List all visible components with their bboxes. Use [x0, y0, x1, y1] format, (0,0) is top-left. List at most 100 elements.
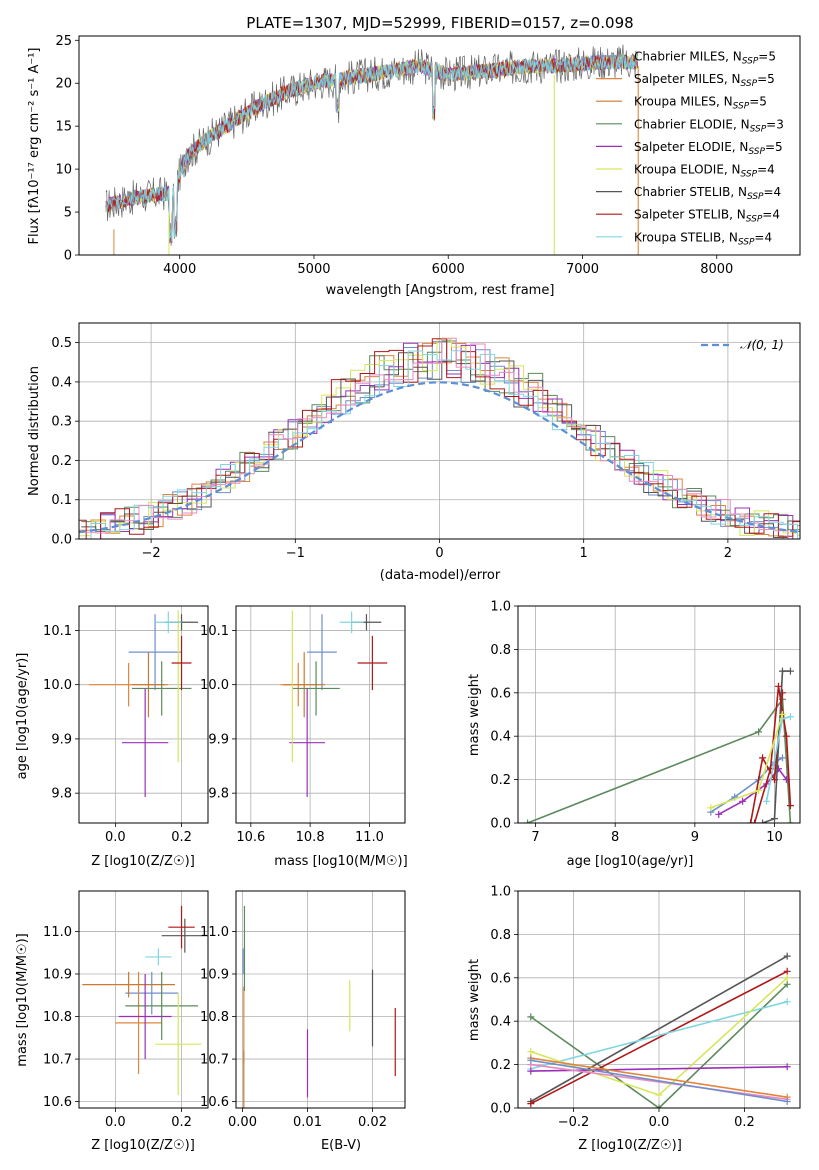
y-tick-label: 0.4	[490, 730, 511, 745]
weight-line	[530, 983, 788, 1108]
y-tick-label: 0	[64, 249, 72, 264]
legend-label: Chabrier MILES, NSSP=5	[634, 50, 776, 67]
weight-marker	[783, 967, 791, 975]
weight-series-2	[527, 967, 791, 1108]
weight-series-6	[527, 1061, 791, 1103]
y-tick-label: 0.0	[490, 1102, 511, 1117]
x-tick-label: 8000	[700, 262, 733, 277]
weight-line	[530, 1000, 788, 1070]
weight-series-4	[759, 667, 794, 823]
weight-marker	[778, 667, 786, 675]
y-tick-label: 0.5	[51, 336, 72, 351]
x-tick-label: 0.2	[171, 1115, 192, 1130]
x-tick-label: 0	[435, 546, 443, 561]
spectrum-line	[105, 54, 638, 238]
weight-series-8	[527, 1056, 791, 1105]
x-tick-label: 0.2	[171, 830, 192, 845]
legend-label: Kroupa STELIB, NSSP=4	[634, 230, 772, 247]
weight-marker	[783, 974, 791, 982]
residuals-xlabel: (data-model)/error	[380, 568, 501, 583]
weight-marker	[782, 732, 790, 740]
spectrum-line	[105, 53, 638, 242]
weight-frame-4	[517, 605, 801, 824]
weight-marker	[655, 1091, 663, 1099]
errorbar-group-3	[280, 610, 388, 797]
y-tick-label: 10.9	[200, 967, 229, 982]
weight-marker	[707, 804, 715, 812]
weight-marker	[524, 819, 532, 823]
spectrum-series-2	[105, 54, 638, 244]
spectrum-series-3	[105, 54, 638, 242]
age-Z-xlabel: Z [log10(Z/Z☉)]	[91, 854, 195, 869]
y-tick-label: 0.4	[490, 1015, 511, 1030]
weight-line	[762, 670, 791, 823]
y-tick-label: 9.9	[51, 732, 72, 747]
residual-histogram-6	[79, 338, 800, 539]
weight-marker	[786, 667, 794, 675]
errorbar-frame-5	[78, 890, 209, 1109]
weight-line	[753, 686, 792, 823]
legend-label: Kroupa ELODIE, NSSP=4	[634, 163, 775, 180]
weight-series-0	[527, 980, 791, 1108]
weight-marker	[783, 1063, 791, 1071]
x-tick-label: 7	[531, 830, 539, 845]
weight-marker	[527, 1056, 535, 1064]
weight-series-5	[751, 682, 794, 823]
y-tick-label: 0.6	[490, 971, 511, 986]
legend-label: 𝒩(0, 1)	[740, 338, 784, 352]
x-tick-label: 9	[691, 830, 699, 845]
weight-series-0	[524, 695, 794, 823]
errorbar-group-2	[88, 610, 199, 797]
weight-marker	[783, 980, 791, 988]
y-tick-label: 0.2	[51, 454, 72, 469]
y-tick-label: 9.8	[51, 787, 72, 802]
y-tick-label: 0.3	[51, 415, 72, 430]
weight-marker	[774, 682, 782, 690]
weight-line	[530, 1063, 788, 1101]
weight-marker	[783, 952, 791, 960]
y-tick-label: 10.1	[43, 624, 72, 639]
y-tick-label: 10.9	[43, 967, 72, 982]
y-tick-label: 10.7	[200, 1053, 229, 1068]
weight-marker	[655, 1104, 663, 1108]
spectrum-series-1	[105, 53, 638, 239]
x-tick-label: 0.2	[734, 1115, 755, 1130]
residual-histogram-5	[81, 352, 800, 538]
spectrum-series-7	[105, 53, 638, 237]
weight-series-7	[707, 711, 786, 812]
weight-line	[530, 1057, 788, 1098]
spectrum-line	[105, 54, 638, 244]
x-tick-label: 0.00	[228, 1115, 257, 1130]
y-tick-label: 0.0	[490, 817, 511, 832]
weight-marker	[759, 754, 767, 762]
weight-marker	[786, 802, 794, 810]
y-tick-label: 1.0	[490, 885, 511, 900]
x-tick-label: −0.2	[558, 1115, 590, 1130]
histogram-steps	[79, 339, 800, 537]
y-tick-label: 25	[55, 34, 72, 49]
spectrum-series-6	[105, 53, 638, 242]
y-tick-label: 0.1	[51, 493, 72, 508]
histogram-steps	[81, 352, 800, 538]
weight-marker	[786, 713, 794, 721]
residuals-ylabel: Normed distribution	[27, 366, 42, 496]
weight-marker	[778, 754, 786, 762]
x-tick-label: 10	[766, 830, 783, 845]
residual-histogram-7	[79, 350, 800, 539]
y-tick-label: 10.7	[43, 1053, 72, 1068]
age-mass-xlabel: mass [log10(M/M☉)]	[274, 854, 407, 869]
spectrum-ylabel: Flux [fλ10⁻¹⁷ erg cm⁻² s⁻¹ A⁻¹]	[27, 48, 42, 245]
x-tick-label: 0.0	[105, 830, 126, 845]
y-tick-label: 10	[55, 163, 72, 178]
legend-label: Salpeter ELODIE, NSSP=5	[634, 140, 783, 157]
weight-marker	[527, 1013, 535, 1021]
y-tick-label: 20	[55, 77, 72, 92]
spectrum-series-4	[105, 55, 638, 244]
weight-line	[530, 1059, 788, 1103]
x-tick-label: 0.0	[649, 1115, 670, 1130]
legend-label: Kroupa MILES, NSSP=5	[634, 95, 767, 112]
spectrum-frame	[78, 35, 801, 256]
weight-marker	[739, 797, 747, 805]
y-tick-label: 0.8	[490, 928, 511, 943]
weight-marker	[759, 819, 767, 823]
